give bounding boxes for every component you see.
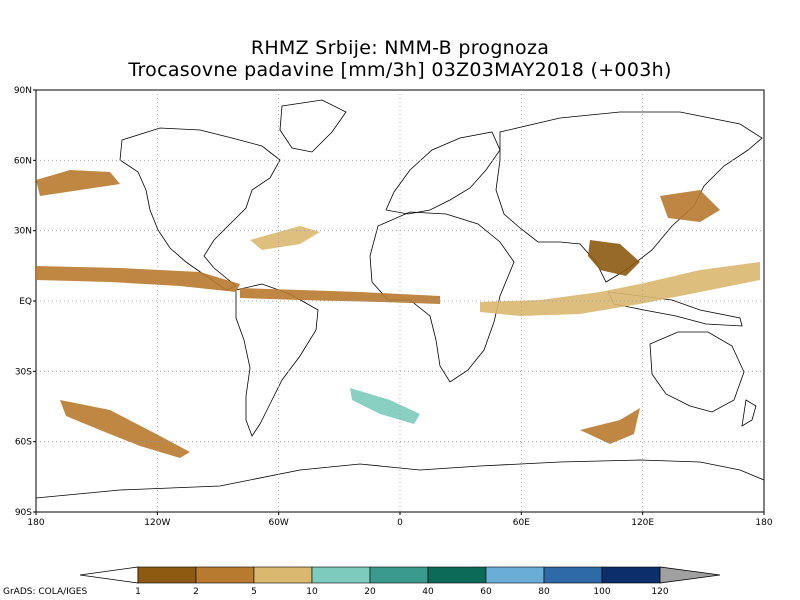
lat-tick-label: 60N <box>14 156 32 166</box>
lon-tick-label: 180 <box>27 518 44 528</box>
lat-tick-label: 90S <box>15 508 32 518</box>
lon-tick-label: 180 <box>755 518 772 528</box>
colorbar-level-label: 80 <box>538 587 550 597</box>
storm-southeast-asia <box>588 240 640 276</box>
colorbar-segment <box>311 566 371 584</box>
south-america-outline <box>235 283 319 437</box>
lat-tick-label: EQ <box>19 297 32 307</box>
lat-tick-label: 60S <box>15 438 32 448</box>
australia-outline <box>649 331 745 413</box>
colorbar-level-label: 2 <box>193 587 199 597</box>
lat-tick-label: 30N <box>14 227 32 237</box>
lon-tick-label: 60W <box>268 518 288 528</box>
colorbar-segment <box>601 566 661 584</box>
colorbar-level-label: 1 <box>135 587 141 597</box>
colorbar-low-arrow <box>79 566 139 584</box>
colorbar-high-arrow <box>659 566 721 584</box>
lon-tick-label: 60E <box>513 518 530 528</box>
colorbar-segment <box>485 566 545 584</box>
storm-south-atlantic <box>350 388 420 424</box>
colorbar-level-label: 10 <box>306 587 318 597</box>
itcz-band-pacific <box>36 266 240 292</box>
colorbar-segment <box>253 566 313 584</box>
precipitation-field <box>36 170 760 458</box>
storm-east-asia <box>660 190 720 222</box>
credit-text: GrADS: COLA/IGES <box>3 587 88 597</box>
lon-tick-label: 120W <box>144 518 170 528</box>
storm-south-pacific <box>60 400 190 458</box>
antarctica-outline <box>35 459 765 499</box>
colorbar-level-label: 40 <box>422 587 434 597</box>
colorbar-segment <box>427 566 487 584</box>
itcz-band-indian <box>480 262 760 316</box>
colorbar-level-label: 60 <box>480 587 492 597</box>
latitude-labels: 90N 60N 30N EQ 30S 60S 90S <box>14 86 36 518</box>
colorbar-level-label: 120 <box>651 587 668 597</box>
lat-tick-label: 30S <box>15 367 32 377</box>
new-zealand-outline <box>741 399 757 427</box>
colorbar-level-label: 5 <box>251 587 257 597</box>
storm-indian-south <box>580 408 640 444</box>
lon-tick-label: 0 <box>397 518 403 528</box>
colorbar-segment <box>543 566 603 584</box>
storm-north-atlantic <box>250 226 320 250</box>
storm-north-pacific <box>36 170 120 196</box>
colorbar-segment <box>195 566 255 584</box>
chart-subtitle: Trocasovne padavine [mm/3h] 03Z03MAY2018… <box>128 59 672 81</box>
greenland-outline <box>279 99 347 153</box>
lon-tick-label: 120E <box>631 518 654 528</box>
graticule <box>36 90 764 512</box>
lat-tick-label: 90N <box>14 86 32 96</box>
colorbar-level-label: 100 <box>593 587 610 597</box>
longitude-labels: 180 120W 60W 0 60E 120E 180 <box>27 512 773 528</box>
colorbar-level-label: 20 <box>364 587 376 597</box>
chart-title: RHMZ Srbije: NMM-B prognoza <box>250 37 550 59</box>
itcz-band-atlantic <box>240 288 440 304</box>
north-america-outline <box>119 127 281 291</box>
asia-outline <box>495 111 763 283</box>
colorbar: 1 2 5 10 20 40 60 80 100 120 <box>79 566 721 597</box>
colorbar-segment <box>369 566 429 584</box>
colorbar-segment <box>137 566 197 584</box>
